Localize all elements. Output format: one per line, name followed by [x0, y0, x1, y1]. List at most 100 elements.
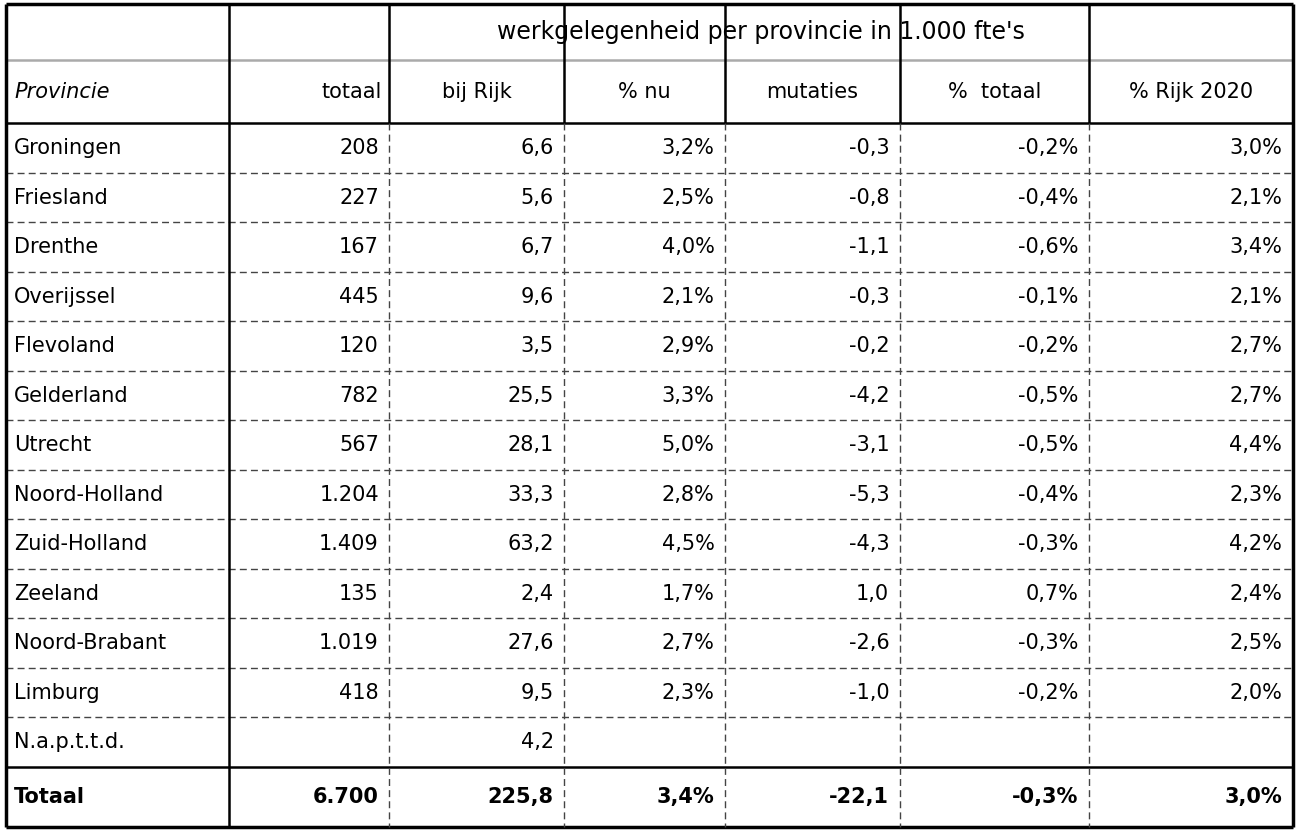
Text: 227: 227 [339, 188, 379, 208]
Text: Zeeland: Zeeland [14, 583, 99, 603]
Text: -0,1%: -0,1% [1018, 287, 1078, 307]
Text: -1,1: -1,1 [848, 237, 890, 257]
Text: 2,9%: 2,9% [661, 336, 714, 356]
Text: 167: 167 [339, 237, 379, 257]
Text: 6,7: 6,7 [521, 237, 553, 257]
Text: -0,2%: -0,2% [1018, 336, 1078, 356]
Text: -0,8: -0,8 [848, 188, 890, 208]
Text: Flevoland: Flevoland [14, 336, 116, 356]
Text: -0,2%: -0,2% [1018, 682, 1078, 702]
Text: 135: 135 [339, 583, 379, 603]
Text: 4,0%: 4,0% [661, 237, 714, 257]
Text: 2,1%: 2,1% [661, 287, 714, 307]
Text: -5,3: -5,3 [848, 484, 890, 504]
Text: 418: 418 [339, 682, 379, 702]
Text: Overijssel: Overijssel [14, 287, 117, 307]
Text: 2,3%: 2,3% [661, 682, 714, 702]
Text: 2,7%: 2,7% [661, 633, 714, 653]
Text: 1,0: 1,0 [856, 583, 890, 603]
Text: 2,1%: 2,1% [1229, 188, 1282, 208]
Text: 25,5: 25,5 [508, 386, 553, 406]
Text: 2,7%: 2,7% [1229, 386, 1282, 406]
Text: -0,2%: -0,2% [1018, 138, 1078, 158]
Text: 6,6: 6,6 [521, 138, 553, 158]
Text: 225,8: 225,8 [488, 787, 553, 807]
Text: Zuid-Holland: Zuid-Holland [14, 534, 148, 554]
Text: % Rijk 2020: % Rijk 2020 [1129, 81, 1252, 101]
Text: 2,7%: 2,7% [1229, 336, 1282, 356]
Text: 3,3%: 3,3% [661, 386, 714, 406]
Text: 27,6: 27,6 [508, 633, 553, 653]
Text: 1,7%: 1,7% [661, 583, 714, 603]
Text: 3,5: 3,5 [521, 336, 553, 356]
Text: 2,4: 2,4 [521, 583, 553, 603]
Text: 120: 120 [339, 336, 379, 356]
Text: 2,8%: 2,8% [661, 484, 714, 504]
Text: 6.700: 6.700 [313, 787, 379, 807]
Text: -0,3%: -0,3% [1012, 787, 1078, 807]
Text: 2,4%: 2,4% [1229, 583, 1282, 603]
Text: 567: 567 [339, 435, 379, 455]
Text: 9,5: 9,5 [521, 682, 553, 702]
Text: -0,5%: -0,5% [1018, 386, 1078, 406]
Text: 63,2: 63,2 [508, 534, 553, 554]
Text: mutaties: mutaties [766, 81, 859, 101]
Text: Noord-Holland: Noord-Holland [14, 484, 164, 504]
Text: 208: 208 [339, 138, 379, 158]
Text: -22,1: -22,1 [829, 787, 890, 807]
Text: -4,2: -4,2 [848, 386, 890, 406]
Text: -0,3: -0,3 [848, 287, 890, 307]
Text: 445: 445 [339, 287, 379, 307]
Text: Friesland: Friesland [14, 188, 108, 208]
Text: 2,5%: 2,5% [1229, 633, 1282, 653]
Text: -0,3%: -0,3% [1018, 534, 1078, 554]
Text: 3,4%: 3,4% [1229, 237, 1282, 257]
Text: 5,0%: 5,0% [661, 435, 714, 455]
Text: -0,3%: -0,3% [1018, 633, 1078, 653]
Text: 1.409: 1.409 [320, 534, 379, 554]
Text: 3,0%: 3,0% [1225, 787, 1282, 807]
Text: -2,6: -2,6 [848, 633, 890, 653]
Text: -0,6%: -0,6% [1018, 237, 1078, 257]
Text: 5,6: 5,6 [521, 188, 553, 208]
Text: Utrecht: Utrecht [14, 435, 91, 455]
Text: -1,0: -1,0 [848, 682, 890, 702]
Text: 4,2: 4,2 [521, 732, 553, 752]
Text: %  totaal: % totaal [947, 81, 1040, 101]
Text: 1.019: 1.019 [320, 633, 379, 653]
Text: 2,3%: 2,3% [1229, 484, 1282, 504]
Text: bij Rijk: bij Rijk [442, 81, 512, 101]
Text: -0,3: -0,3 [848, 138, 890, 158]
Text: 33,3: 33,3 [508, 484, 553, 504]
Text: 3,0%: 3,0% [1229, 138, 1282, 158]
Text: 3,2%: 3,2% [661, 138, 714, 158]
Text: N.a.p.t.t.d.: N.a.p.t.t.d. [14, 732, 125, 752]
Text: % nu: % nu [618, 81, 670, 101]
Text: Limburg: Limburg [14, 682, 100, 702]
Text: -4,3: -4,3 [848, 534, 890, 554]
Text: Noord-Brabant: Noord-Brabant [14, 633, 166, 653]
Text: totaal: totaal [321, 81, 382, 101]
Text: 4,5%: 4,5% [661, 534, 714, 554]
Text: 4,2%: 4,2% [1229, 534, 1282, 554]
Text: 782: 782 [339, 386, 379, 406]
Text: 2,0%: 2,0% [1229, 682, 1282, 702]
Text: Provincie: Provincie [14, 81, 110, 101]
Text: -0,4%: -0,4% [1018, 188, 1078, 208]
Text: -3,1: -3,1 [848, 435, 890, 455]
Text: 3,4%: 3,4% [656, 787, 714, 807]
Text: Totaal: Totaal [14, 787, 86, 807]
Text: Groningen: Groningen [14, 138, 122, 158]
Text: werkgelegenheid per provincie in 1.000 fte's: werkgelegenheid per provincie in 1.000 f… [496, 20, 1025, 44]
Text: 4,4%: 4,4% [1229, 435, 1282, 455]
Text: 2,1%: 2,1% [1229, 287, 1282, 307]
Text: 0,7%: 0,7% [1026, 583, 1078, 603]
Text: 2,5%: 2,5% [661, 188, 714, 208]
Text: Gelderland: Gelderland [14, 386, 129, 406]
Text: 1.204: 1.204 [320, 484, 379, 504]
Text: -0,5%: -0,5% [1018, 435, 1078, 455]
Text: 9,6: 9,6 [521, 287, 553, 307]
Text: Drenthe: Drenthe [14, 237, 99, 257]
Text: -0,2: -0,2 [848, 336, 890, 356]
Text: 28,1: 28,1 [508, 435, 553, 455]
